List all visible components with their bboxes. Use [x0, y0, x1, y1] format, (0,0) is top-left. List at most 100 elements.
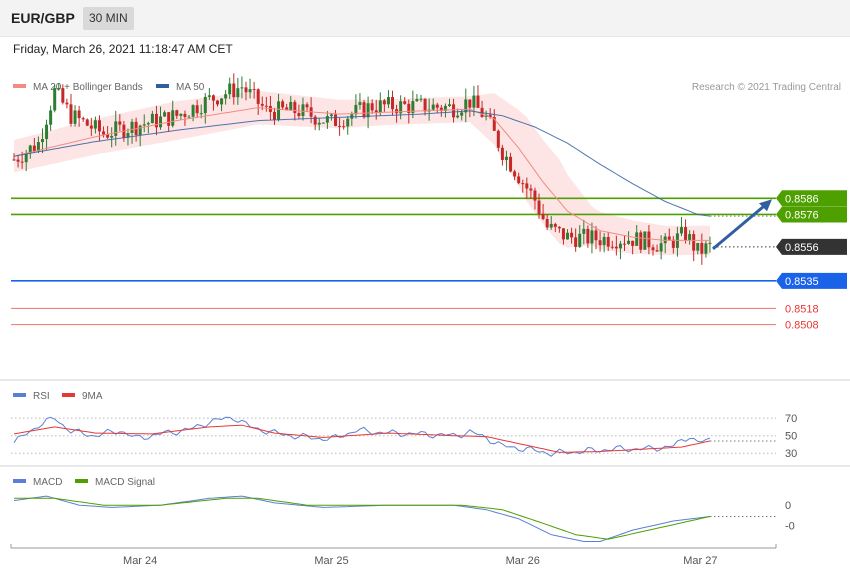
- candle-body: [175, 110, 179, 116]
- candle-body: [211, 95, 215, 101]
- candle-body: [24, 153, 28, 163]
- current-price-tag: [776, 238, 847, 255]
- level-label: 0.8518: [785, 303, 819, 315]
- candle-body: [297, 113, 301, 117]
- candle-body: [635, 232, 639, 246]
- candle-body: [277, 101, 281, 120]
- candle-body: [374, 110, 378, 113]
- candle-body: [150, 113, 154, 124]
- candle-body: [525, 183, 529, 189]
- candle-body: [513, 171, 517, 177]
- candle-body: [476, 95, 480, 108]
- candle-body: [81, 118, 85, 120]
- candle-body: [317, 122, 321, 125]
- candle-body: [443, 105, 447, 111]
- legend-label: MA 50: [176, 82, 205, 93]
- candle-body: [464, 99, 468, 113]
- candle-body: [167, 112, 171, 126]
- candle-body: [439, 107, 443, 111]
- candle-body: [407, 103, 411, 113]
- candle-body: [264, 105, 268, 107]
- candle-body: [610, 246, 614, 248]
- candle-body: [313, 116, 317, 125]
- candle-body: [378, 100, 382, 113]
- candle-body: [431, 104, 435, 110]
- candle-body: [106, 134, 110, 138]
- candle-body: [154, 113, 158, 128]
- rsi-tick-label: 30: [785, 448, 797, 460]
- candle-body: [272, 111, 276, 120]
- candle-body: [53, 88, 57, 111]
- candle-body: [260, 103, 264, 106]
- candle-body: [423, 98, 427, 112]
- candle-body: [386, 97, 390, 105]
- candle-body: [708, 242, 712, 244]
- macd-signal-line: [14, 497, 711, 540]
- credit-text: Research © 2021 Trading Central: [692, 82, 841, 93]
- candle-body: [671, 239, 675, 248]
- candle-body: [248, 89, 252, 93]
- candle-body: [191, 105, 195, 117]
- candle-body: [643, 231, 647, 250]
- candle-body: [285, 107, 289, 111]
- candle-body: [366, 103, 370, 118]
- candle-body: [651, 247, 655, 251]
- timeframe-button[interactable]: 30 MIN: [83, 7, 134, 30]
- candle-body: [338, 125, 342, 127]
- candle-body: [517, 176, 521, 184]
- candle-body: [460, 112, 464, 116]
- candle-body: [468, 99, 472, 108]
- candle-body: [85, 119, 89, 126]
- x-tick-label: Mar 27: [683, 555, 717, 567]
- candle-body: [163, 112, 167, 117]
- symbol-label: EUR/GBP: [11, 10, 75, 26]
- candle-body: [224, 94, 228, 99]
- candle-body: [358, 102, 362, 105]
- candle-body: [545, 219, 549, 228]
- ma20-line: [13, 107, 710, 241]
- rsi-tick-label: 70: [785, 413, 797, 425]
- candle-body: [639, 232, 643, 250]
- candle-body: [57, 88, 61, 90]
- candle-body: [20, 161, 24, 163]
- rsi-tick-label: 50: [785, 431, 797, 443]
- candle-body: [40, 139, 44, 143]
- candle-body: [183, 113, 187, 117]
- candle-body: [146, 123, 150, 125]
- candle-body: [704, 243, 708, 254]
- candle-body: [578, 233, 582, 247]
- candle-body: [382, 100, 386, 105]
- macd-line: [13, 495, 711, 542]
- candle-body: [16, 159, 20, 162]
- candle-body: [77, 110, 81, 119]
- candle-body: [69, 104, 73, 124]
- candle-body: [28, 145, 32, 154]
- candle-body: [301, 104, 305, 117]
- candle-body: [419, 98, 423, 100]
- candle-body: [631, 240, 635, 246]
- candle-body: [321, 122, 325, 124]
- candle-body: [602, 237, 606, 246]
- candle-body: [684, 227, 688, 241]
- candle-body: [623, 243, 626, 245]
- candle-body: [521, 183, 525, 185]
- level-label: 0.8576: [785, 209, 819, 221]
- candle-body: [659, 243, 663, 252]
- current-price-label: 0.8556: [785, 242, 819, 254]
- candle-body: [570, 232, 574, 238]
- legend-label: MACD Signal: [95, 477, 155, 488]
- candle-body: [533, 190, 537, 201]
- candle-body: [692, 234, 696, 251]
- candle-body: [130, 121, 134, 133]
- candle-body: [504, 156, 508, 160]
- legend-swatch: [75, 479, 88, 483]
- candle-body: [496, 130, 500, 148]
- legend-swatch: [13, 84, 26, 88]
- candle-body: [49, 110, 53, 125]
- candle-body: [45, 124, 49, 140]
- legend-swatch: [13, 393, 26, 397]
- candle-body: [126, 132, 130, 138]
- candle-body: [362, 102, 366, 118]
- candle-body: [627, 240, 631, 244]
- candle-body: [305, 104, 309, 108]
